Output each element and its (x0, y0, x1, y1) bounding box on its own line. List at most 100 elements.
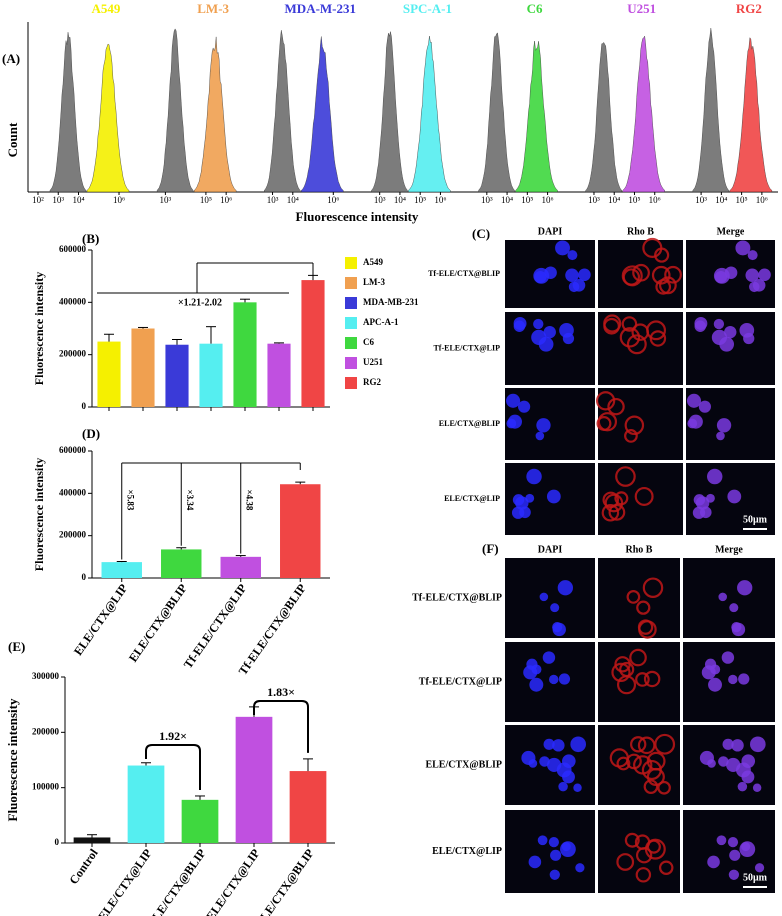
cell (557, 580, 574, 596)
bar (199, 343, 223, 407)
cell (597, 412, 618, 432)
bar (280, 484, 321, 578)
cell (601, 504, 620, 522)
cell (724, 325, 737, 339)
cell (743, 332, 755, 345)
cell (549, 869, 560, 880)
cell (543, 325, 556, 339)
cell (706, 493, 715, 503)
series-title: U251 (627, 1, 656, 16)
cell (537, 835, 548, 846)
cell (745, 268, 759, 282)
cell (567, 250, 578, 261)
annotation: 1.83× (267, 685, 295, 699)
x-tick-label: 10⁶ (113, 195, 125, 205)
micrograph (598, 312, 683, 385)
cell (525, 493, 535, 503)
cell (544, 266, 557, 280)
legend-label: C6 (363, 337, 374, 347)
annotation: 1.92× (159, 729, 187, 743)
cell (507, 414, 522, 429)
cell (664, 265, 682, 284)
annotation: ×3.34 (185, 490, 195, 511)
cell (635, 847, 653, 864)
x-tick-label: 10⁴ (287, 195, 299, 205)
row-label: ELE/CTX@BLIP (425, 759, 502, 770)
legend-label: MDA-MB-231 (363, 297, 419, 307)
cell (616, 756, 631, 771)
cell (573, 783, 582, 792)
cell (735, 240, 751, 256)
cell (570, 736, 586, 753)
cell (716, 418, 732, 433)
cell (694, 320, 706, 332)
cell (642, 577, 664, 598)
bar (165, 344, 189, 407)
cell (635, 867, 652, 883)
histogram-peak (478, 32, 515, 193)
row-label: ELE/CTX@LIP (444, 494, 500, 503)
cell (518, 400, 531, 413)
cell (624, 832, 640, 848)
cell (575, 863, 585, 873)
x-tick-label: Tf-ELE/CTX@LIP (181, 581, 250, 671)
x-tick-label: 10⁶ (434, 195, 446, 205)
histogram-peak (622, 35, 665, 193)
cell (528, 759, 538, 768)
cell (721, 651, 735, 664)
y-axis-label: Fluorescence intensity (32, 458, 46, 571)
legend-label: APC-A-1 (363, 317, 399, 327)
bar (220, 556, 261, 578)
bar (127, 765, 165, 843)
cell (506, 393, 521, 408)
panel-label: (E) (8, 639, 25, 654)
x-tick-label: 10⁶ (542, 195, 554, 205)
cell (558, 781, 568, 792)
cell (614, 656, 631, 673)
y-axis-label: Fluorescence intensity (32, 272, 46, 385)
cell (754, 863, 765, 873)
cell (529, 677, 544, 692)
bar (233, 302, 257, 407)
cell (688, 414, 703, 429)
cell (549, 674, 559, 685)
bar (97, 341, 121, 407)
x-tick-label: 10⁵ (414, 195, 426, 205)
annotation: ×1.21-2.02 (178, 297, 222, 308)
cell (626, 590, 641, 604)
cell (641, 759, 662, 781)
x-tick-label: Tf-ELE/CTX@BLIP (236, 581, 309, 677)
cell (693, 494, 706, 506)
cell (616, 675, 637, 695)
legend-swatch (345, 297, 357, 309)
cell (626, 334, 647, 355)
cell (707, 855, 720, 869)
cell (607, 397, 625, 416)
row-label: Tf-ELE/CTX@LIP (433, 343, 500, 352)
x-tick-label: 10⁶ (327, 195, 339, 205)
bar (267, 343, 291, 407)
cell (511, 506, 525, 519)
cell (616, 853, 635, 871)
row-label: ELE/CTX@LIP (432, 846, 502, 857)
cell (729, 849, 741, 861)
x-tick-label: 10² (32, 195, 44, 205)
histogram-peak (408, 35, 451, 193)
x-tick-label: 10³ (588, 195, 600, 205)
cell (739, 841, 756, 858)
x-tick-label: Control (66, 846, 101, 887)
cell (562, 754, 576, 768)
x-tick-label: 10⁵ (200, 195, 212, 205)
histogram-peak (193, 36, 237, 193)
cell (630, 736, 647, 753)
cell (704, 658, 717, 670)
series-title: RG2 (736, 1, 762, 16)
y-tick-label: 200000 (32, 726, 60, 736)
row-label: Tf-ELE/CTX@BLIP (412, 592, 502, 603)
series-title: LM-3 (197, 1, 229, 16)
cell (692, 506, 706, 519)
legend-swatch (345, 337, 357, 349)
x-tick-label: ELE/CTX@BLIP (145, 846, 209, 916)
cell (716, 431, 725, 441)
